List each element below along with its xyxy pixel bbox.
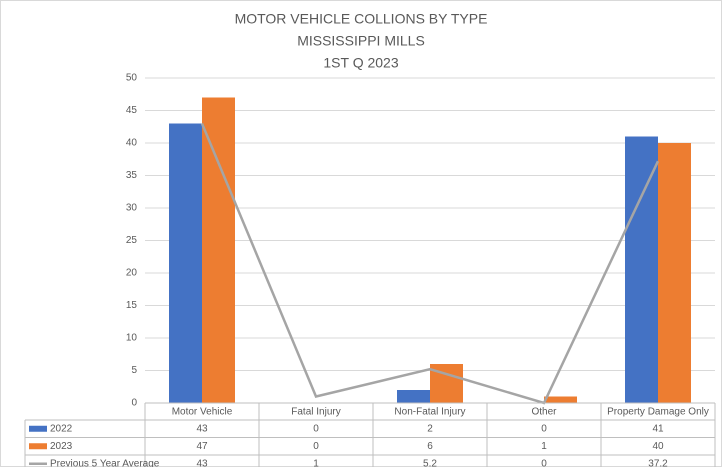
y-tick-label: 25 (126, 235, 138, 246)
legend-label: 2023 (50, 441, 73, 452)
table-cell: 0 (541, 458, 547, 467)
chart-title: MISSISSIPPI MILLS (297, 33, 425, 49)
bar (544, 396, 577, 403)
table-cell: 2 (427, 423, 433, 434)
y-tick-label: 15 (126, 300, 138, 311)
x-tick-label: Fatal Injury (291, 407, 340, 418)
chart-title: MOTOR VEHICLE COLLIONS BY TYPE (235, 11, 488, 27)
table-cell: 1 (313, 458, 319, 467)
table-cell: 6 (427, 441, 433, 452)
legend-key (29, 443, 47, 450)
table-cell: 0 (313, 423, 319, 434)
y-tick-label: 40 (126, 138, 138, 149)
table-cell: 43 (196, 423, 208, 434)
table-cell: 41 (652, 423, 664, 434)
legend-label: Previous 5 Year Average (50, 458, 160, 467)
y-tick-label: 0 (131, 398, 137, 409)
bar (625, 136, 658, 403)
y-tick-label: 5 (131, 365, 137, 376)
x-tick-label: Non-Fatal Injury (394, 407, 465, 418)
line-series (200, 123, 660, 405)
y-tick-label: 20 (126, 268, 138, 279)
table-cell: 37.2 (648, 458, 668, 467)
y-tick-label: 10 (126, 333, 138, 344)
bar (397, 390, 430, 403)
x-tick-label: Property Damage Only (607, 407, 709, 418)
table-cell: 43 (196, 458, 208, 467)
x-tick-label: Other (531, 407, 557, 418)
bar (169, 123, 202, 403)
y-tick-label: 30 (126, 203, 138, 214)
legend-key (29, 425, 47, 432)
y-tick-label: 35 (126, 170, 138, 181)
table-cell: 40 (652, 441, 664, 452)
bar (658, 143, 691, 403)
chart-title: 1ST Q 2023 (323, 55, 398, 71)
table-cell: 5.2 (423, 458, 437, 467)
table-cell: 0 (313, 441, 319, 452)
table-cell: 0 (541, 423, 547, 434)
table-cell: 1 (541, 441, 547, 452)
y-tick-label: 50 (126, 73, 138, 84)
y-tick-label: 45 (126, 105, 138, 116)
bar (202, 97, 235, 403)
x-tick-label: Motor Vehicle (172, 407, 233, 418)
legend-label: 2022 (50, 423, 73, 434)
table-cell: 47 (196, 441, 208, 452)
